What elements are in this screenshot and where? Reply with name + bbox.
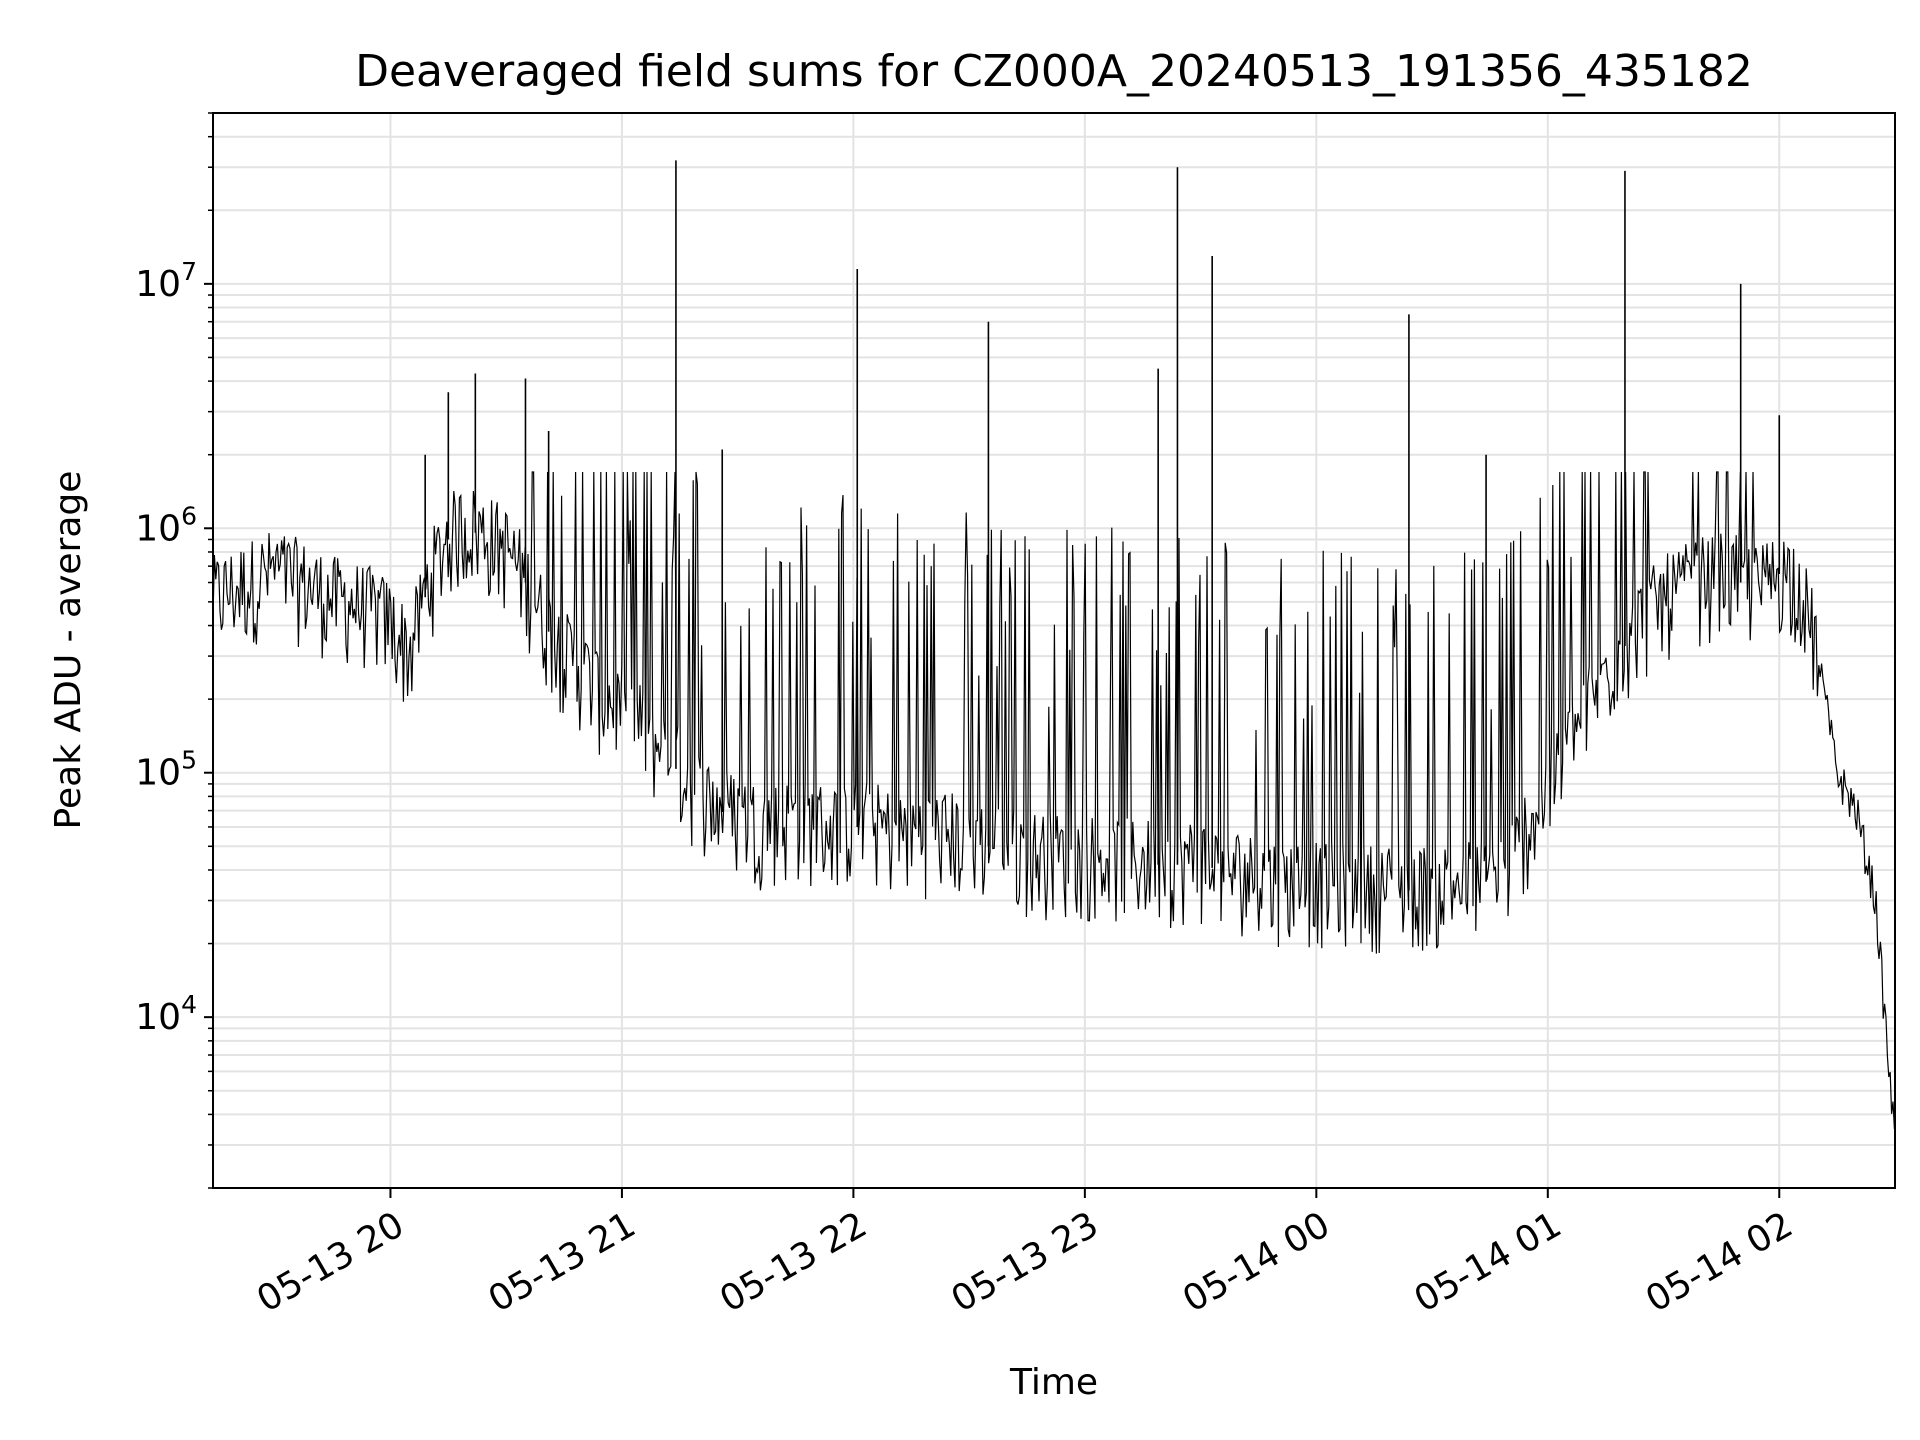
series-line [212,471,1895,1130]
plot-frame [212,112,1896,1189]
y-tick-label: 107 [135,257,197,305]
y-axis-label: Peak ADU - average [48,471,89,830]
y-axis-ticks: 104 105 106 107 [135,112,213,1189]
chart-title: Deaveraged field sums for CZ000A_2024051… [355,46,1753,97]
y-tick-label: 105 [135,746,197,794]
y-tick-label: 104 [135,990,197,1038]
y-tick-label: 106 [135,501,197,549]
x-axis-label: Time [1009,1362,1098,1403]
series-line-group [212,160,1895,1130]
